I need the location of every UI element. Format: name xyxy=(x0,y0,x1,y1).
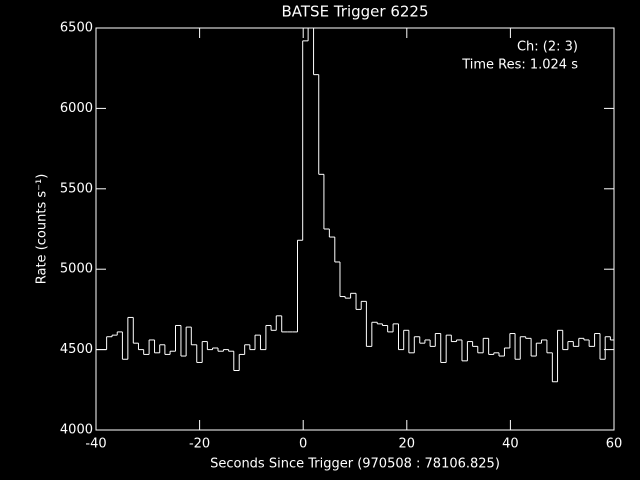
x-tick-label: -20 xyxy=(189,437,210,452)
y-tick-label: 5000 xyxy=(60,262,93,277)
chart-title: BATSE Trigger 6225 xyxy=(282,3,429,21)
x-tick-label: 40 xyxy=(502,437,519,452)
x-axis-label: Seconds Since Trigger (970508 : 78106.82… xyxy=(210,457,500,472)
x-tick-label: -40 xyxy=(85,437,106,452)
annotation: Time Res: 1.024 s xyxy=(461,58,578,73)
y-tick-label: 6500 xyxy=(60,21,93,36)
y-tick-label: 5500 xyxy=(60,181,93,196)
x-tick-label: 60 xyxy=(606,437,623,452)
y-tick-label: 4500 xyxy=(60,342,93,357)
plot-frame xyxy=(95,27,615,431)
y-tick-label: 4000 xyxy=(60,423,93,438)
annotation: Ch: (2: 3) xyxy=(517,40,578,55)
y-tick-label: 6000 xyxy=(60,101,93,116)
x-tick-label: 20 xyxy=(399,437,416,452)
y-axis-label: Rate (counts s⁻¹) xyxy=(35,174,50,285)
x-tick-label: 0 xyxy=(299,437,307,452)
